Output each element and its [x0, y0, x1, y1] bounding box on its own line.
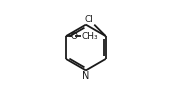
Text: O: O — [70, 32, 77, 41]
Text: Cl: Cl — [84, 15, 93, 24]
Text: CH₃: CH₃ — [81, 32, 98, 41]
Text: N: N — [82, 71, 90, 81]
